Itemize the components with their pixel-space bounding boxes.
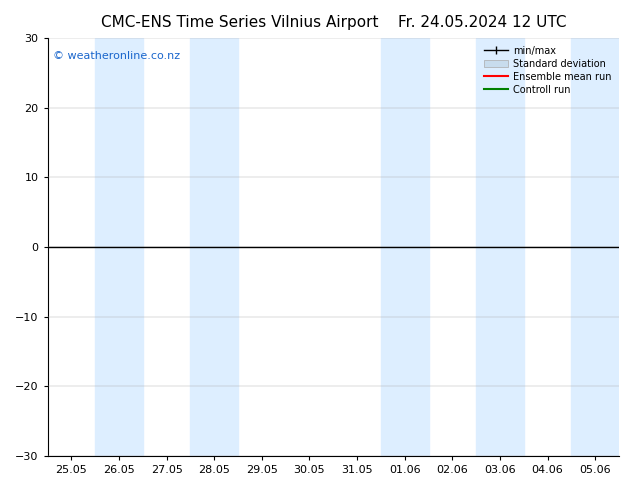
Bar — [190, 38, 238, 456]
Bar — [571, 38, 619, 456]
Legend: min/max, Standard deviation, Ensemble mean run, Controll run: min/max, Standard deviation, Ensemble me… — [481, 43, 614, 98]
Title: CMC-ENS Time Series Vilnius Airport    Fr. 24.05.2024 12 UTC: CMC-ENS Time Series Vilnius Airport Fr. … — [101, 15, 566, 30]
Text: © weatheronline.co.nz: © weatheronline.co.nz — [53, 50, 180, 61]
Bar — [95, 38, 143, 456]
Bar — [381, 38, 429, 456]
Bar — [476, 38, 524, 456]
